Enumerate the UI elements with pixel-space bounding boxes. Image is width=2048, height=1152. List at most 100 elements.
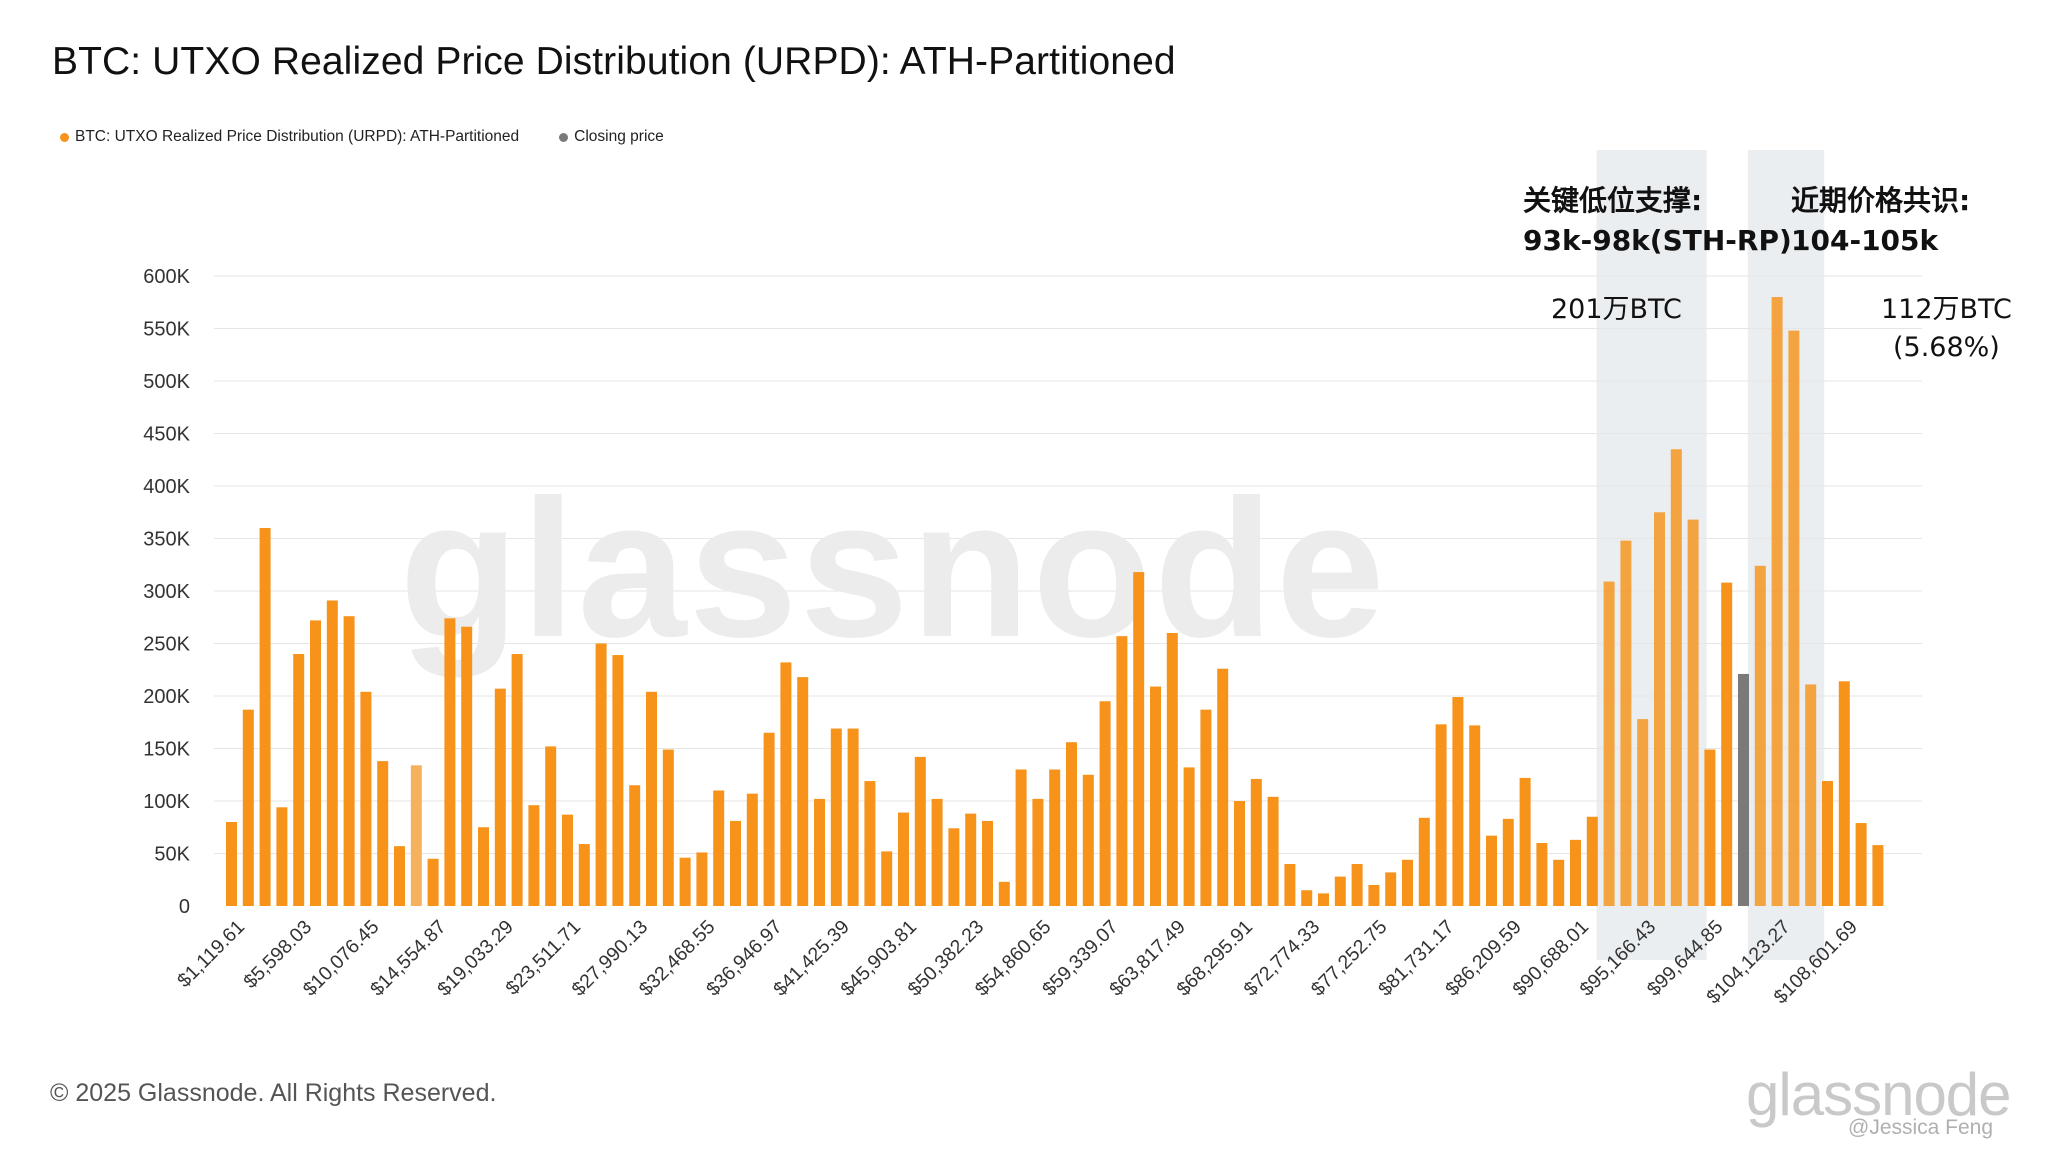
- bar: [1334, 876, 1346, 906]
- bar: [1536, 843, 1548, 906]
- consensus-amount-pct: (5.68%): [1892, 332, 2000, 363]
- bar: [814, 798, 825, 906]
- bar: [1721, 582, 1733, 906]
- bar: [1435, 724, 1447, 906]
- y-tick-label: 400K: [143, 476, 190, 498]
- bar: [1872, 845, 1884, 906]
- bar: [360, 691, 372, 906]
- bar: [847, 728, 859, 906]
- consensus-label: 近期价格共识:: [1791, 184, 1971, 217]
- support-amount: 201万BTC: [1551, 294, 1682, 325]
- y-tick-label: 450K: [143, 424, 190, 446]
- bar: [1502, 818, 1514, 906]
- bar: [713, 790, 725, 906]
- bar: [864, 781, 876, 906]
- bar: [1032, 798, 1044, 906]
- bar: [461, 626, 473, 906]
- bar: [1553, 859, 1565, 906]
- bar: [612, 655, 624, 906]
- bar: [1217, 668, 1229, 906]
- bar: [343, 616, 355, 906]
- bar: [1368, 885, 1380, 906]
- bar: [662, 749, 674, 906]
- bar: [1015, 769, 1027, 906]
- legend-item-urpd[interactable]: BTC: UTXO Realized Price Distribution (U…: [60, 128, 519, 146]
- bar: [1637, 719, 1649, 906]
- bar: [545, 746, 557, 906]
- bar: [1150, 686, 1161, 906]
- bar: [1166, 633, 1178, 906]
- bar: [1284, 864, 1296, 906]
- bar: [1855, 823, 1867, 906]
- bar: [1704, 749, 1716, 906]
- bar: [898, 812, 909, 906]
- bar: [326, 600, 338, 906]
- bar: [394, 846, 405, 906]
- support-range: 93k-98k(STH-RP): [1523, 224, 1792, 257]
- bar: [1116, 636, 1128, 906]
- bar: [494, 688, 506, 906]
- consensus-amount: 112万BTC (5.68%): [1881, 291, 2012, 367]
- bar: [1620, 540, 1632, 906]
- y-tick-label: 0: [179, 896, 190, 918]
- bar: [998, 881, 1010, 906]
- bar: [931, 798, 943, 906]
- legend-label-closing-price: Closing price: [574, 128, 664, 145]
- bar: [1822, 781, 1833, 906]
- y-tick-label: 500K: [143, 371, 190, 393]
- bar: [444, 618, 456, 906]
- bar: [881, 851, 893, 906]
- bar: [276, 807, 288, 906]
- bar: [427, 858, 439, 906]
- bar: [1318, 893, 1329, 906]
- bar: [1351, 864, 1363, 906]
- bar: [259, 528, 271, 906]
- bar: [478, 827, 489, 906]
- bar: [1519, 777, 1531, 906]
- x-tick-label: $1,119.61: [173, 916, 249, 992]
- bar: [797, 677, 809, 906]
- bar: [1200, 709, 1212, 906]
- bar: [511, 654, 523, 906]
- watermark: glassnode: [399, 459, 1386, 678]
- bar: [1788, 330, 1800, 907]
- glassnode-logo: glassnode: [1746, 1061, 2012, 1128]
- bar: [1738, 673, 1749, 906]
- bar: [1267, 796, 1279, 906]
- bar: [1586, 816, 1598, 906]
- bar: [1687, 519, 1699, 906]
- bars: [226, 297, 1884, 907]
- bar: [982, 820, 993, 906]
- consensus-amount-btc: 112万BTC: [1881, 294, 2012, 325]
- bar: [410, 765, 422, 906]
- y-tick-label: 300K: [143, 581, 190, 603]
- bar: [730, 820, 741, 906]
- bar: [1418, 817, 1430, 906]
- bar: [1133, 572, 1145, 906]
- bar: [1452, 697, 1464, 906]
- consensus-range: 104-105k: [1791, 224, 1939, 257]
- bar: [377, 761, 389, 906]
- bar: [780, 662, 792, 906]
- bar: [1234, 801, 1245, 906]
- bar: [1250, 778, 1262, 906]
- bar: [965, 813, 977, 906]
- y-tick-label: 250K: [143, 634, 190, 656]
- bar: [595, 643, 607, 906]
- bar: [948, 828, 960, 906]
- bar: [1570, 839, 1581, 906]
- legend-label-urpd: BTC: UTXO Realized Price Distribution (U…: [75, 128, 520, 145]
- bar: [830, 728, 842, 906]
- legend-item-closing-price[interactable]: Closing price: [559, 128, 664, 146]
- bar: [1385, 872, 1397, 906]
- bar: [1099, 701, 1111, 906]
- bar: [1771, 297, 1783, 906]
- bar: [528, 805, 540, 906]
- bar: [1670, 449, 1682, 906]
- y-tick-label: 150K: [143, 739, 190, 761]
- y-tick-label: 600K: [143, 266, 190, 288]
- y-tick-label: 200K: [143, 686, 190, 708]
- bar: [679, 857, 691, 906]
- bar: [746, 793, 758, 906]
